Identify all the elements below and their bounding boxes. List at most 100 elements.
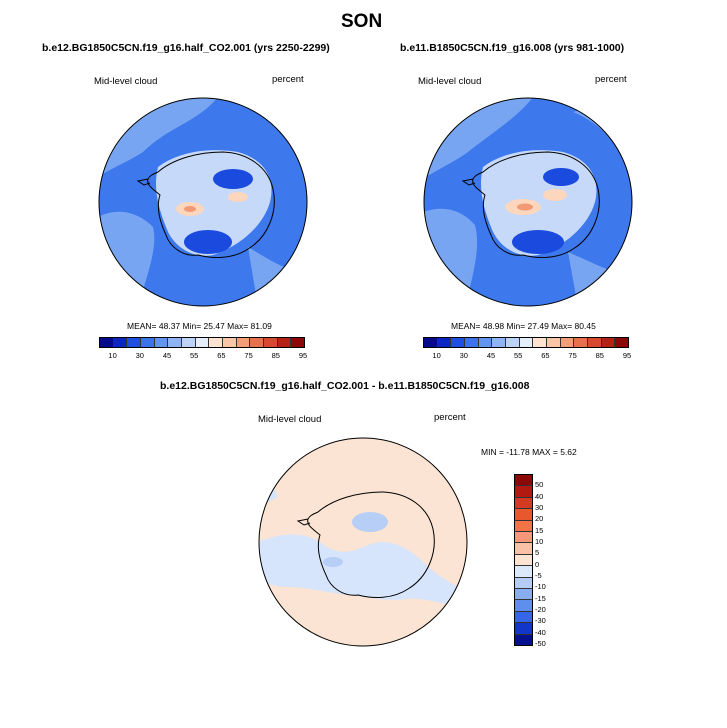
right-stats: MEAN= 48.98 Min= 27.49 Max= 80.45 <box>451 321 596 331</box>
colorbar-swatch <box>515 543 532 555</box>
colorbar-tick-label: 55 <box>514 351 523 360</box>
colorbar-tick-label: -15 <box>535 593 546 603</box>
main-title: SON <box>341 11 383 32</box>
high-cloud-core <box>184 206 196 212</box>
colorbar-swatch <box>492 338 507 347</box>
colorbar-tick-label: 45 <box>162 351 172 360</box>
colorbar-swatch <box>100 338 114 347</box>
colorbar-swatch <box>515 600 532 612</box>
left-polar-map <box>98 97 308 307</box>
colorbar-swatch <box>209 338 224 347</box>
negative-difference-band <box>259 534 467 607</box>
colorbar-tick-label: 0 <box>535 559 540 569</box>
high-cloud-patch <box>543 189 567 201</box>
colorbar-swatch <box>264 338 278 347</box>
colorbar-swatch <box>113 338 128 347</box>
low-cloud-patch <box>184 230 232 254</box>
left-panel-title: b.e12.BG1850C5CN.f19_g16.half_CO2.001 (y… <box>42 42 330 54</box>
colorbar-swatch <box>478 338 493 347</box>
map-boundary <box>423 97 633 307</box>
colorbar-swatch <box>515 509 532 521</box>
colorbar-swatch <box>615 338 629 347</box>
colorbar-swatch <box>451 338 466 347</box>
diff-units-label: percent <box>434 412 466 423</box>
colorbar-tick-label: 30 <box>459 351 468 360</box>
colorbar-tick-label: 85 <box>271 351 280 360</box>
high-cloud-core <box>517 203 533 211</box>
colorbar-tick-label: 75 <box>244 351 253 360</box>
colorbar-tick-label: 85 <box>595 351 604 360</box>
left-stats: MEAN= 48.37 Min= 25.47 Max= 81.09 <box>127 321 272 331</box>
right-variable-label: Mid-level cloud <box>418 76 482 87</box>
colorbar-swatch <box>588 338 602 347</box>
colorbar-swatch <box>515 634 532 646</box>
colorbar-swatch <box>168 338 183 347</box>
colorbar-tick-label: 45 <box>486 351 496 360</box>
right-colorbar-ticks: 10 30 45 55 65 75 85 95 <box>423 351 631 363</box>
high-cloud-patch <box>228 192 248 202</box>
colorbar-swatch <box>223 338 237 347</box>
colorbar-swatch <box>141 338 155 347</box>
colorbar-tick-label: 75 <box>568 351 577 360</box>
diff-colorbar <box>514 474 533 646</box>
right-colorbar <box>423 337 629 348</box>
colorbar-swatch <box>515 577 532 590</box>
colorbar-tick-label: 65 <box>217 351 226 360</box>
light-cloud-region <box>99 211 155 306</box>
right-polar-map <box>423 97 633 307</box>
colorbar-tick-label: -30 <box>535 616 546 626</box>
colorbar-tick-label: -10 <box>535 582 546 592</box>
colorbar-tick-label: 95 <box>298 351 308 360</box>
diff-colorbar-ticks: 50 40 30 20 15 10 5 0 -5 -10 -15 -20 -30 -40 -50 <box>535 474 559 648</box>
colorbar-tick-label: 20 <box>535 514 544 524</box>
colorbar-tick-label: 55 <box>190 351 199 360</box>
map-boundary <box>258 437 468 647</box>
low-cloud-patch <box>512 230 564 254</box>
colorbar-tick-label: 65 <box>541 351 550 360</box>
colorbar-tick-label: -40 <box>535 627 546 637</box>
negative-difference-patch <box>352 512 388 532</box>
colorbar-tick-label: 10 <box>432 351 441 360</box>
colorbar-tick-label: 10 <box>108 351 117 360</box>
colorbar-swatch <box>560 338 575 347</box>
colorbar-swatch <box>515 623 532 635</box>
antarctica-coastline <box>296 491 435 598</box>
map-boundary <box>98 97 308 307</box>
colorbar-swatch <box>236 338 251 347</box>
colorbar-tick-label: 5 <box>535 548 540 558</box>
colorbar-swatch <box>515 520 532 533</box>
colorbar-swatch <box>515 566 532 578</box>
left-variable-label: Mid-level cloud <box>94 76 158 87</box>
colorbar-swatch <box>533 338 548 347</box>
negative-difference-patch <box>323 557 343 567</box>
left-colorbar <box>99 337 305 348</box>
right-panel-title: b.e11.B1850C5CN.f19_g16.008 (yrs 981-100… <box>400 42 625 54</box>
diff-panel-title: b.e12.BG1850C5CN.f19_g16.half_CO2.001 - … <box>160 380 530 392</box>
colorbar-swatch <box>515 611 532 624</box>
colorbar-swatch <box>515 532 532 544</box>
colorbar-swatch <box>424 338 438 347</box>
low-cloud-patch <box>543 168 579 186</box>
colorbar-swatch <box>519 338 534 347</box>
colorbar-swatch <box>515 497 532 510</box>
colorbar-swatch <box>277 338 292 347</box>
colorbar-tick-label: 95 <box>622 351 632 360</box>
colorbar-swatch <box>250 338 265 347</box>
colorbar-swatch <box>182 338 196 347</box>
colorbar-swatch <box>437 338 452 347</box>
low-cloud-patch <box>213 169 253 189</box>
colorbar-swatch <box>515 486 532 498</box>
colorbar-tick-label: 15 <box>535 525 544 535</box>
colorbar-tick-label: 30 <box>135 351 144 360</box>
colorbar-swatch <box>547 338 561 347</box>
diff-polar-map <box>258 437 468 647</box>
antarctica-coastline <box>461 151 600 258</box>
colorbar-tick-label: -5 <box>535 571 542 580</box>
left-units-label: percent <box>272 74 304 85</box>
colorbar-swatch <box>601 338 616 347</box>
colorbar-swatch <box>127 338 142 347</box>
colorbar-swatch <box>465 338 479 347</box>
colorbar-swatch <box>515 475 532 487</box>
colorbar-tick-label: 50 <box>535 480 544 490</box>
antarctica-coastline <box>136 151 275 258</box>
